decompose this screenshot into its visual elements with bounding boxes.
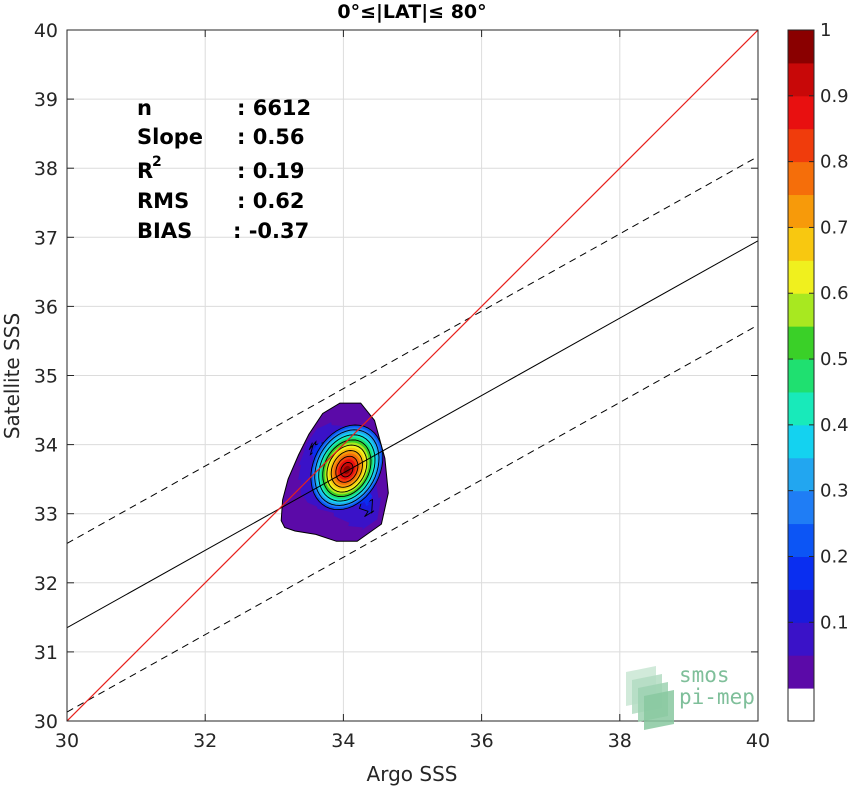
colorbar-segment [788,227,814,261]
chart-title: 0°≤|LAT|≤ 80° [337,1,486,23]
logo-text-pimep: pi-mep [679,685,755,709]
colorbar-tick-label: 0.9 [820,86,849,107]
y-axis-label: Satellite SSS [0,313,24,439]
colorbar-segment [788,293,814,327]
logo-text-smos: smos [679,663,730,687]
stat-value: : -0.37 [233,219,309,243]
stat-label: BIAS [137,219,192,243]
colorbar-tick-label: 0.2 [820,546,849,567]
colorbar-segment [788,260,814,294]
colorbar-frame [787,29,815,722]
logo-layer [644,690,674,730]
colorbar-segment [788,622,814,656]
y-tick-label: 31 [34,642,58,664]
y-tick-label: 36 [34,296,58,318]
stat-value: : 0.19 [237,159,305,183]
colorbar-tick-label: 0.3 [820,481,849,502]
colorbar-tick-label: 0.4 [820,415,849,436]
x-tick-label: 30 [55,730,79,752]
x-tick-label: 32 [193,730,217,752]
y-tick-label: 35 [34,366,58,388]
stat-value: : 0.56 [237,125,305,149]
y-tick-label: 33 [34,504,58,526]
colorbar-tick-label: 0.1 [820,612,849,633]
y-tick-label: 37 [34,227,58,249]
colorbar: 0.1 0.2 0.3 0.4 0.5 0.6 0.7 0.8 0.9 1 [787,20,849,722]
stat-superscript: 2 [152,154,162,170]
colorbar-segment [788,95,814,130]
colorbar-segment [788,457,814,492]
y-tick-label: 39 [34,89,58,111]
colorbar-segment [788,30,814,64]
colorbar-tick-label: 0.6 [820,283,849,304]
colorbar-segment [788,62,814,97]
x-tick-label: 40 [746,730,770,752]
fit-lines [67,30,758,721]
y-tick-label: 32 [34,573,58,595]
colorbar-segment [788,391,814,426]
y-tick-label: 40 [34,20,58,42]
stat-value: : 0.62 [237,189,305,213]
density-contours [280,402,389,542]
colorbar-segment [788,424,814,459]
y-tick-label: 38 [34,158,58,180]
stat-label: Slope [137,125,203,149]
colorbar-tick-label: 0.7 [820,217,849,238]
colorbar-tick-label: 0.5 [820,349,849,370]
stat-label: RMS [137,189,189,213]
x-tick-label: 36 [470,730,494,752]
statistics-box: n : 6612 Slope : 0.56 R2 : 0.19 RMS : 0.62 BIAS:… [137,96,311,243]
colorbar-segment [788,359,814,393]
x-tick-label: 38 [608,730,632,752]
regression-line [67,240,758,629]
x-axis-label: Argo SSS [367,762,458,786]
colorbar-segment [788,490,814,525]
colorbar-tick-label: 1 [820,20,831,41]
y-axis: 30 31 32 33 34 35 36 37 38 39 40 [34,20,758,733]
colorbar-segment [788,161,814,196]
colorbar-segment [788,688,814,722]
stat-label: R [137,159,153,183]
y-tick-label: 30 [34,711,58,733]
x-axis: 30 32 34 36 38 40 [55,30,770,752]
colorbar-segment [788,326,814,360]
identity-line [67,30,758,721]
colorbar-segment [788,128,814,163]
x-tick-label: 34 [331,730,355,752]
stat-label: n [137,96,152,120]
grid [66,29,759,722]
colorbar-tick-label: 0.8 [820,152,849,173]
colorbar-segment [788,556,814,590]
colorbar-segment [788,589,814,623]
colorbar-segment [788,523,814,557]
y-tick-label: 34 [34,435,58,457]
colorbar-segment [788,194,814,228]
stat-value: : 6612 [237,96,311,120]
colorbar-segment [788,655,814,689]
